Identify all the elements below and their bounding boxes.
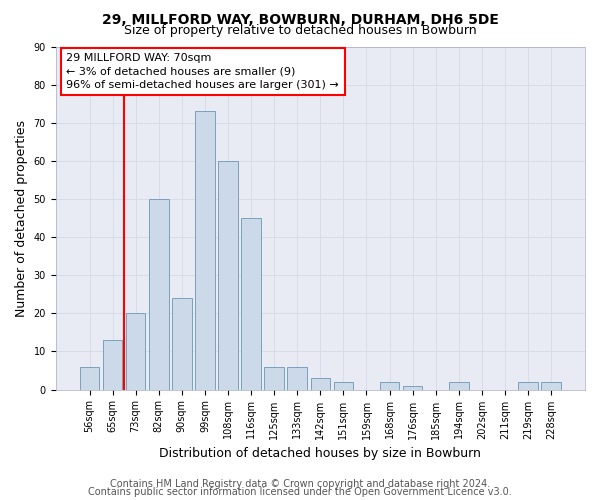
X-axis label: Distribution of detached houses by size in Bowburn: Distribution of detached houses by size … [160, 447, 481, 460]
Bar [172, 298, 191, 390]
Bar [380, 382, 400, 390]
Bar [518, 382, 538, 390]
Text: Contains public sector information licensed under the Open Government Licence v3: Contains public sector information licen… [88, 487, 512, 497]
Y-axis label: Number of detached properties: Number of detached properties [15, 120, 28, 316]
Text: Contains HM Land Registry data © Crown copyright and database right 2024.: Contains HM Land Registry data © Crown c… [110, 479, 490, 489]
Text: 29 MILLFORD WAY: 70sqm
← 3% of detached houses are smaller (9)
96% of semi-detac: 29 MILLFORD WAY: 70sqm ← 3% of detached … [66, 54, 339, 90]
Bar [265, 366, 284, 390]
Bar [334, 382, 353, 390]
Text: 29, MILLFORD WAY, BOWBURN, DURHAM, DH6 5DE: 29, MILLFORD WAY, BOWBURN, DURHAM, DH6 5… [101, 12, 499, 26]
Bar [541, 382, 561, 390]
Bar [149, 199, 169, 390]
Bar [80, 366, 100, 390]
Bar [311, 378, 330, 390]
Bar [218, 161, 238, 390]
Bar [449, 382, 469, 390]
Bar [195, 112, 215, 390]
Bar [287, 366, 307, 390]
Bar [403, 386, 422, 390]
Text: Size of property relative to detached houses in Bowburn: Size of property relative to detached ho… [124, 24, 476, 37]
Bar [241, 218, 261, 390]
Bar [126, 314, 145, 390]
Bar [103, 340, 122, 390]
